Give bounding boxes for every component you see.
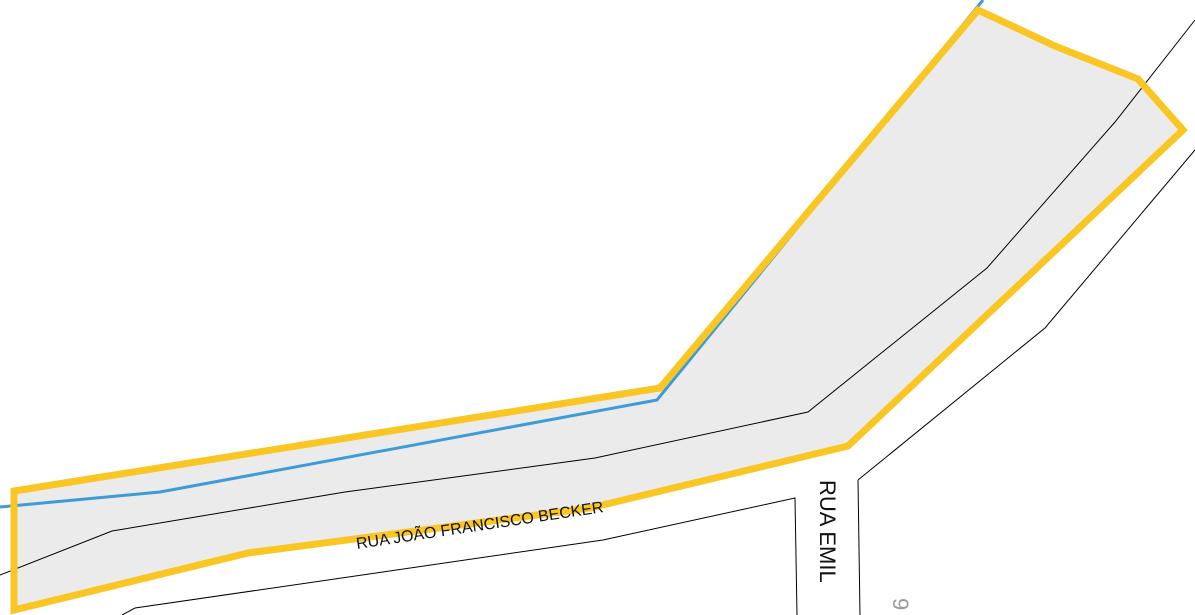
highlighted-area[interactable] bbox=[14, 10, 1183, 610]
road-edge-line-upper bbox=[0, 19, 1195, 576]
road-edge-line-emil-east bbox=[857, 479, 861, 615]
road-edge-line-lower bbox=[121, 497, 798, 615]
road-edge-line-east bbox=[857, 149, 1195, 481]
street-label-emil: RUA EMIL bbox=[815, 480, 840, 583]
highlighted-area-outline bbox=[10, 5, 1188, 615]
lot-number-label: 9 bbox=[888, 598, 913, 610]
